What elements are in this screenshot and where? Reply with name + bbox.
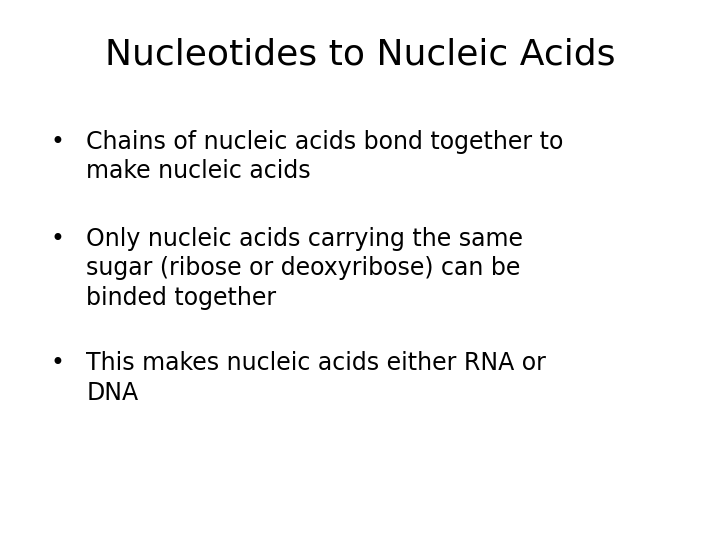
Text: Nucleotides to Nucleic Acids: Nucleotides to Nucleic Acids [104,38,616,72]
Text: •: • [50,351,64,375]
Text: •: • [50,227,64,251]
Text: Chains of nucleic acids bond together to
make nucleic acids: Chains of nucleic acids bond together to… [86,130,564,183]
Text: This makes nucleic acids either RNA or
DNA: This makes nucleic acids either RNA or D… [86,351,546,404]
Text: Only nucleic acids carrying the same
sugar (ribose or deoxyribose) can be
binded: Only nucleic acids carrying the same sug… [86,227,523,310]
Text: •: • [50,130,64,153]
